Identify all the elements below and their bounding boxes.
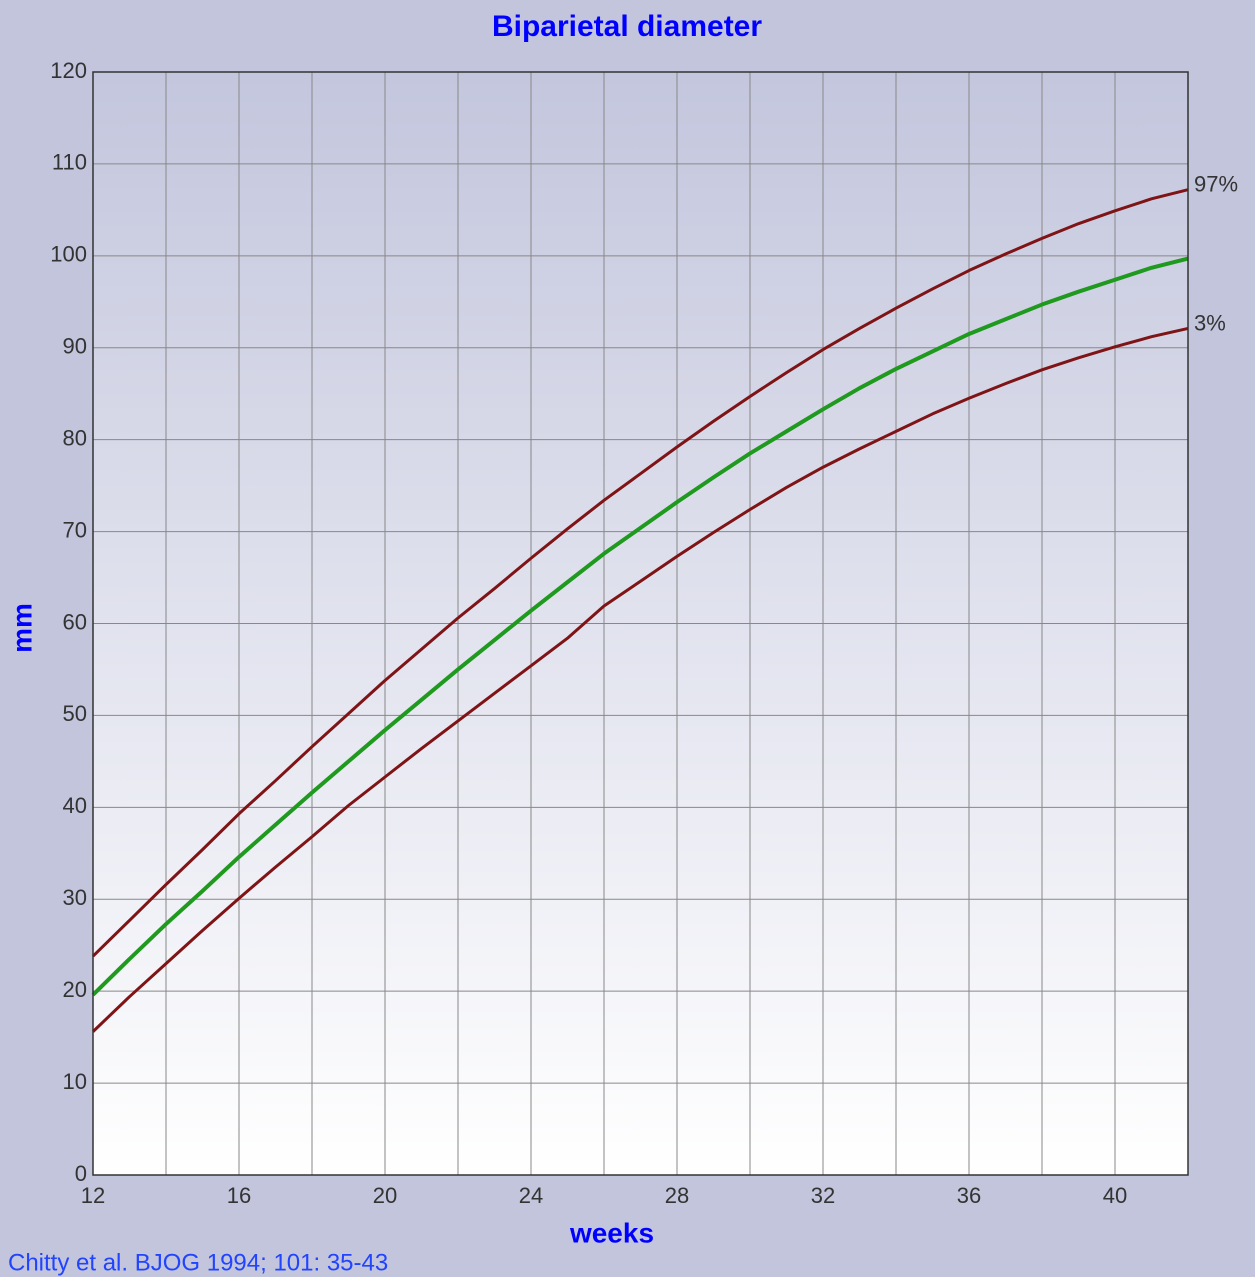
- chart-title: Biparietal diameter: [492, 10, 762, 43]
- y-tick-label: 30: [63, 885, 87, 910]
- x-tick-label: 40: [1103, 1183, 1127, 1208]
- series-line: [91, 188, 1189, 958]
- x-axis-label: weeks: [569, 1217, 654, 1248]
- source-note: Chitty et al. BJOG 1994; 101: 35-43: [8, 1249, 388, 1276]
- y-tick-label: 60: [63, 609, 87, 634]
- x-tick-label: 20: [373, 1183, 397, 1208]
- x-tick-label: 16: [227, 1183, 251, 1208]
- y-tick-label: 50: [63, 701, 87, 726]
- x-tick-label: 28: [665, 1183, 689, 1208]
- x-tick-label: 12: [81, 1183, 105, 1208]
- y-tick-label: 10: [63, 1069, 87, 1094]
- series-label: 3%: [1194, 310, 1226, 335]
- y-tick-label: 90: [63, 334, 87, 359]
- series-label: 97%: [1194, 171, 1238, 196]
- y-tick-label: 110: [52, 150, 87, 175]
- y-tick-label: 70: [63, 517, 87, 542]
- series-line: [91, 256, 1189, 997]
- y-tick-label: 120: [50, 58, 87, 83]
- x-tick-label: 24: [519, 1183, 543, 1208]
- y-tick-label: 80: [63, 425, 87, 450]
- y-tick-label: 40: [63, 793, 87, 818]
- plot-frame: [92, 71, 1189, 1176]
- y-tick-label: 100: [50, 242, 87, 267]
- y-axis-label: mm: [6, 603, 37, 653]
- x-tick-label: 36: [957, 1183, 981, 1208]
- y-tick-label: 0: [75, 1161, 87, 1186]
- series-line: [91, 326, 1189, 1033]
- x-tick-label: 32: [811, 1183, 835, 1208]
- y-tick-label: 20: [63, 977, 87, 1002]
